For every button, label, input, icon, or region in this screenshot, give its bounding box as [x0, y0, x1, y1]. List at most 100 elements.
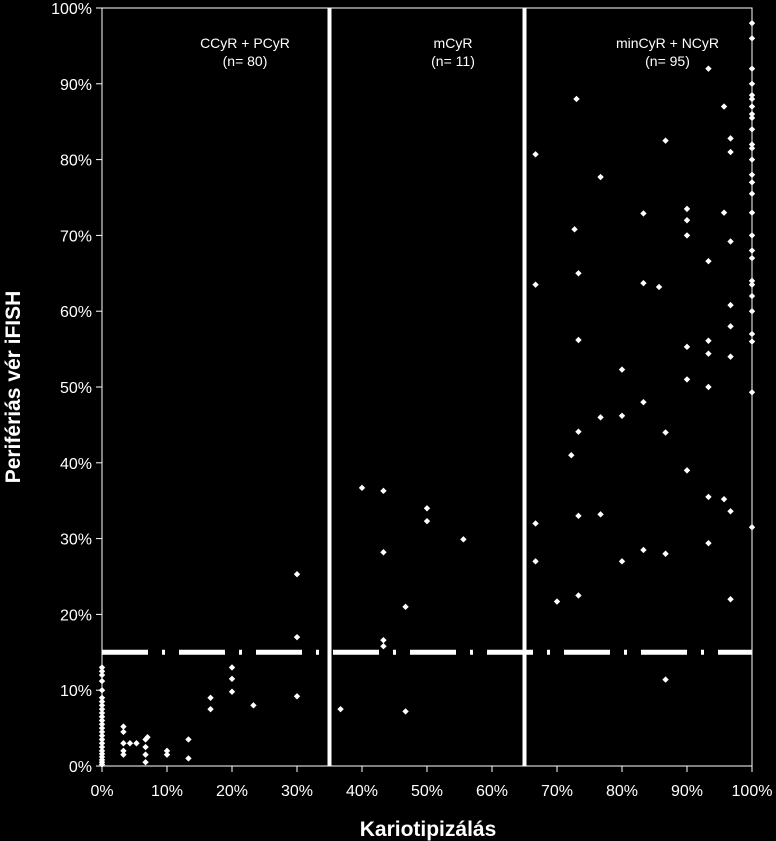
data-point — [727, 135, 734, 142]
data-point — [748, 110, 756, 118]
x-tick-label: 70% — [541, 783, 573, 800]
data-point — [683, 467, 691, 474]
data-point — [98, 724, 106, 732]
data-point — [597, 511, 604, 518]
data-point — [748, 156, 756, 163]
data-point — [423, 517, 431, 525]
data-point — [720, 495, 728, 503]
data-point — [683, 205, 691, 213]
data-point — [662, 137, 669, 144]
data-point — [748, 277, 756, 285]
data-point — [748, 103, 756, 110]
data-point — [748, 141, 756, 148]
data-point — [380, 636, 387, 644]
data-point — [727, 323, 734, 330]
data-point — [228, 675, 236, 683]
data-point — [98, 732, 106, 739]
data-point — [573, 95, 580, 103]
data-point — [98, 671, 106, 679]
data-point — [575, 592, 582, 599]
x-tick-label: 20% — [216, 783, 248, 800]
data-point — [423, 505, 431, 512]
data-point — [98, 677, 106, 685]
y-tick-label: 90% — [60, 77, 92, 94]
data-point — [705, 493, 712, 501]
y-tick-label: 60% — [60, 304, 92, 321]
data-point — [532, 281, 539, 288]
x-axis-title: Kariotipizálás — [360, 818, 497, 841]
region-count: (n= 95) — [645, 53, 690, 69]
data-point — [748, 232, 756, 239]
data-point — [185, 736, 192, 743]
data-point — [293, 571, 301, 578]
data-point — [126, 740, 134, 747]
data-point — [748, 65, 756, 72]
data-point — [207, 694, 214, 701]
data-point — [640, 546, 647, 554]
data-point — [568, 452, 575, 459]
data-point — [532, 520, 539, 527]
data-point — [727, 301, 734, 309]
x-tick-label: 10% — [151, 783, 183, 800]
data-point — [532, 151, 539, 158]
data-point — [250, 702, 257, 709]
data-point — [185, 755, 192, 762]
data-point — [705, 350, 712, 357]
region-label: minCyR + NCyR — [616, 35, 719, 51]
data-point — [571, 226, 578, 233]
y-tick-label: 70% — [60, 228, 92, 245]
region-label: CCyR + PCyR — [200, 35, 290, 51]
data-point — [640, 398, 647, 406]
data-point — [748, 114, 756, 122]
data-point — [597, 173, 604, 181]
data-point — [142, 759, 149, 766]
region-labels: CCyR + PCyR (n= 80) mCyR (n= 11) minCyR + NC… — [200, 35, 719, 69]
data-point — [98, 736, 106, 743]
data-point — [727, 508, 734, 515]
data-point — [575, 270, 582, 277]
data-points — [98, 19, 756, 768]
y-tick-label: 20% — [60, 607, 92, 624]
data-point — [207, 705, 214, 713]
data-point — [683, 376, 691, 383]
y-tick-label: 40% — [60, 456, 92, 473]
data-point — [575, 336, 582, 344]
data-point — [705, 257, 712, 265]
data-point — [358, 484, 366, 492]
data-point — [748, 190, 756, 197]
data-point — [98, 709, 106, 717]
data-point — [748, 254, 756, 262]
data-point — [640, 210, 647, 217]
data-point — [293, 633, 301, 641]
data-point — [683, 232, 691, 239]
data-point — [748, 95, 756, 103]
y-axis-ticks: 0% 10% 20% 30% 40% 50% 60% 70% 80% 90% 100% — [51, 1, 102, 776]
y-tick-label: 10% — [60, 683, 92, 700]
data-point — [120, 723, 127, 730]
data-point — [133, 740, 140, 747]
data-point — [120, 747, 127, 755]
x-tick-label: 60% — [476, 783, 508, 800]
data-point — [618, 558, 626, 565]
region-count: (n= 11) — [431, 53, 475, 69]
data-point — [402, 603, 409, 611]
data-point — [748, 179, 756, 186]
region-count: (n= 80) — [223, 53, 268, 69]
x-tick-label: 50% — [411, 783, 443, 800]
data-point — [460, 536, 467, 543]
x-tick-label: 80% — [606, 783, 638, 800]
data-point — [120, 740, 127, 747]
data-point — [142, 751, 149, 758]
y-tick-label: 100% — [51, 1, 92, 18]
data-point — [597, 414, 604, 421]
data-point — [748, 338, 756, 345]
data-point — [575, 512, 582, 520]
data-point — [662, 429, 669, 436]
data-point — [163, 751, 171, 758]
data-point — [748, 171, 756, 178]
data-point — [748, 389, 756, 396]
data-point — [705, 65, 712, 72]
y-tick-label: 0% — [69, 759, 92, 776]
data-point — [98, 702, 106, 709]
data-point — [748, 19, 756, 27]
